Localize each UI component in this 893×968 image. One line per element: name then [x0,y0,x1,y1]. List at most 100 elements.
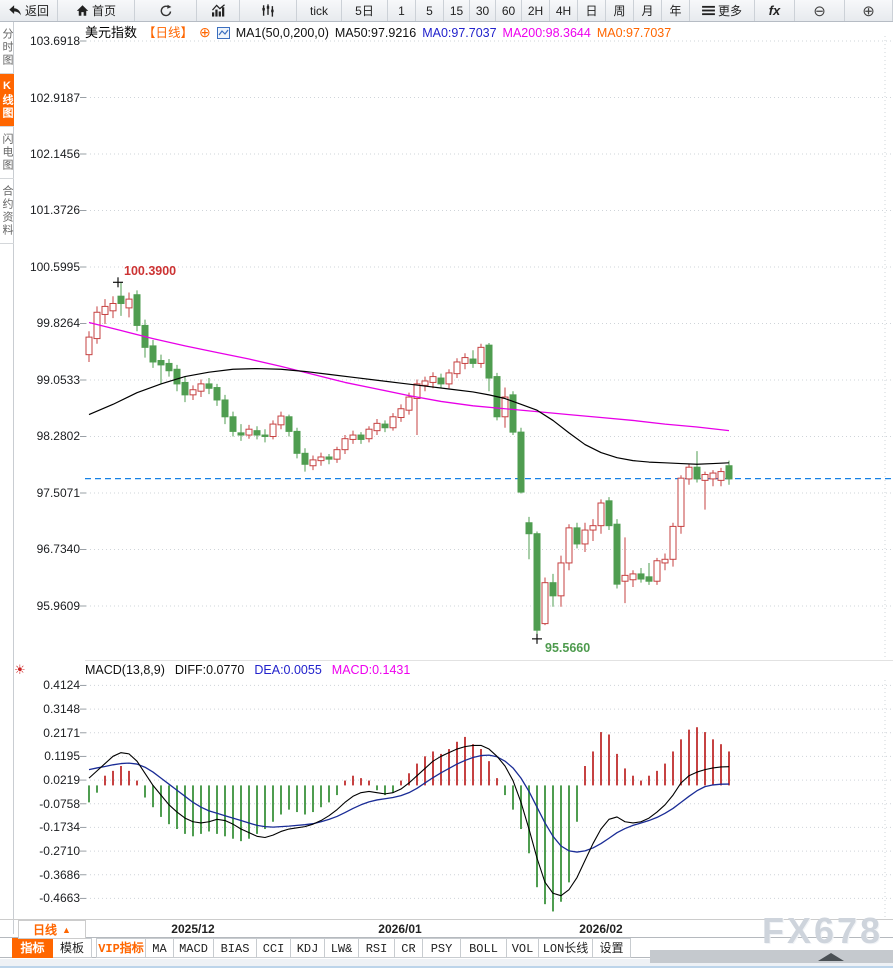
main-y-tick: 102.1456 [29,147,80,161]
tab-lon[interactable]: LON长线 [539,938,593,958]
back-arrow-icon [8,4,22,17]
toolbar-button-label: tick [310,3,328,18]
macd-macd-value: MACD:0.1431 [331,663,411,677]
tab-boll[interactable]: BOLL [461,938,507,958]
tab-cci[interactable]: CCI [257,938,291,958]
collapse-handle[interactable] [650,950,893,963]
toolbar-button-month[interactable]: 月 [634,0,662,21]
toolbar-button-refresh[interactable] [135,0,197,21]
x-axis-date: 2025/12 [171,922,215,936]
tab-ma[interactable]: MA [146,938,174,958]
toolbar-button-tick[interactable]: tick [297,0,342,21]
toolbar-button-zoom-in[interactable]: ⊕ [845,0,893,21]
toolbar-button-week[interactable]: 周 [606,0,634,21]
macd-chart[interactable] [0,680,893,918]
tab-kdj[interactable]: KDJ [291,938,325,958]
ma0-blue-value: MA0:97.7037 [422,26,497,40]
indicator-settings-icon[interactable]: ☀ [14,662,26,677]
toolbar-button-5min[interactable]: 5 [416,0,444,21]
sidebar-item-contract-info[interactable]: 合约资料 [0,179,14,244]
bottom-tab-bar: 指标 模板 VIP指标 MA MACD BIAS CCI KDJ LW& RSI CR PSY BOLL… [12,938,631,958]
tab-vip-indicator[interactable]: VIP指标 [96,938,146,958]
sidebar-item-time-chart[interactable]: 分时图 [0,22,14,74]
kline-icon [261,4,275,17]
macd-y-tick: -0.1734 [39,820,80,835]
bar-chart-icon [211,4,226,17]
toolbar-button-label: 更多 [717,4,742,18]
tab-psy[interactable]: PSY [423,938,461,958]
macd-diff-value: DIFF:0.0770 [174,663,245,677]
tab-lw[interactable]: LW& [325,938,359,958]
toolbar-button-day[interactable]: 日 [578,0,606,21]
ma0-orange-value: MA0:97.7037 [596,26,672,40]
macd-dea-value: DEA:0.0055 [254,663,322,677]
toolbar-button-label: ⊕ [862,2,875,20]
menu-icon [702,5,715,16]
sidebar-item-lightning-chart[interactable]: 闪电图 [0,127,14,179]
toolbar-button-home[interactable]: 首页 [58,0,135,21]
toolbar-button-more[interactable]: 更多 [690,0,755,21]
tab-bias[interactable]: BIAS [214,938,257,958]
toolbar-button-label: 4H [555,3,572,18]
toolbar-button-label: 返回 [24,4,49,18]
toolbar-button-back[interactable]: 返回 [0,0,58,21]
period-selector[interactable]: 日线 ▲ [18,920,86,939]
toolbar-button-2h[interactable]: 2H [522,0,550,21]
toolbar-button-1min[interactable]: 1 [388,0,416,21]
toolbar-button-15min[interactable]: 15 [444,0,470,21]
main-candlestick-chart[interactable] [0,36,893,660]
toolbar-button-label: 首页 [91,4,116,18]
left-sidebar: 分时图 K线图 闪电图 合约资料 [0,22,14,934]
main-y-tick: 98.2802 [36,429,80,444]
toolbar-button-label: 月 [641,4,654,18]
tab-settings[interactable]: 设置 [593,938,631,958]
toolbar-button-chart-type-kline[interactable] [240,0,297,21]
toolbar-button-30min[interactable]: 30 [470,0,496,21]
tab-template[interactable]: 模板 [53,938,92,958]
main-y-tick: 99.8264 [36,316,80,331]
toolbar-button-label: ⊖ [813,2,826,20]
toolbar-button-fx[interactable]: fx [755,0,795,21]
x-axis: 2025/12 2026/01 2026/02 [0,919,893,937]
period-tag: 【日线】 [143,26,194,40]
toolbar-button-4h[interactable]: 4H [550,0,578,21]
toolbar-button-zoom-out[interactable]: ⊖ [795,0,845,21]
macd-y-tick: -0.0758 [39,796,80,811]
sidebar-item-kline-chart[interactable]: K线图 [0,74,14,127]
add-indicator-icon[interactable]: ⊕ [199,24,211,40]
toolbar-button-label: 30 [475,3,490,18]
tab-vol[interactable]: VOL [507,938,539,958]
macd-y-tick: -0.2710 [39,844,80,859]
main-y-tick: 97.5071 [36,485,80,500]
chart-header: 美元指数 【日线】 ⊕ MA1(50,0,200,0) MA50:97.9216 MA0:… [85,22,677,40]
macd-y-tick: 0.1195 [44,749,80,764]
toolbar-button-chart-type-bar[interactable] [197,0,240,21]
toolbar-button-60min[interactable]: 60 [496,0,522,21]
toolbar-button-year[interactable]: 年 [662,0,690,21]
toolbar-button-label: 60 [501,3,516,18]
toolbar-button-label: 1 [398,3,405,18]
macd-y-tick: 0.0219 [43,773,80,788]
chevron-up-icon: ▲ [62,924,71,935]
main-y-tick: 102.9187 [29,90,80,105]
tabbar-top-border [0,937,893,938]
refresh-icon [159,4,173,18]
symbol-name: 美元指数 [85,25,138,40]
toolbar-button-5d[interactable]: 5日 [342,0,388,21]
tab-rsi[interactable]: RSI [359,938,395,958]
tab-cr[interactable]: CR [395,938,423,958]
tab-indicator[interactable]: 指标 [12,938,53,958]
ma-chart-icon [216,27,230,42]
macd-y-tick: -0.4663 [39,891,80,906]
macd-title: MACD(13,8,9) [85,663,165,677]
ma-settings-label: MA1(50,0,200,0) [235,26,329,40]
main-y-tick: 96.7340 [36,542,80,557]
macd-y-tick: 0.4124 [43,678,80,693]
tab-macd[interactable]: MACD [174,938,214,958]
toolbar-button-label: 日 [585,4,598,18]
toolbar-button-label: fx [768,3,781,18]
panel-separator [85,660,893,661]
macd-y-tick: -0.3686 [39,867,80,882]
main-y-tick: 101.3726 [29,203,80,218]
